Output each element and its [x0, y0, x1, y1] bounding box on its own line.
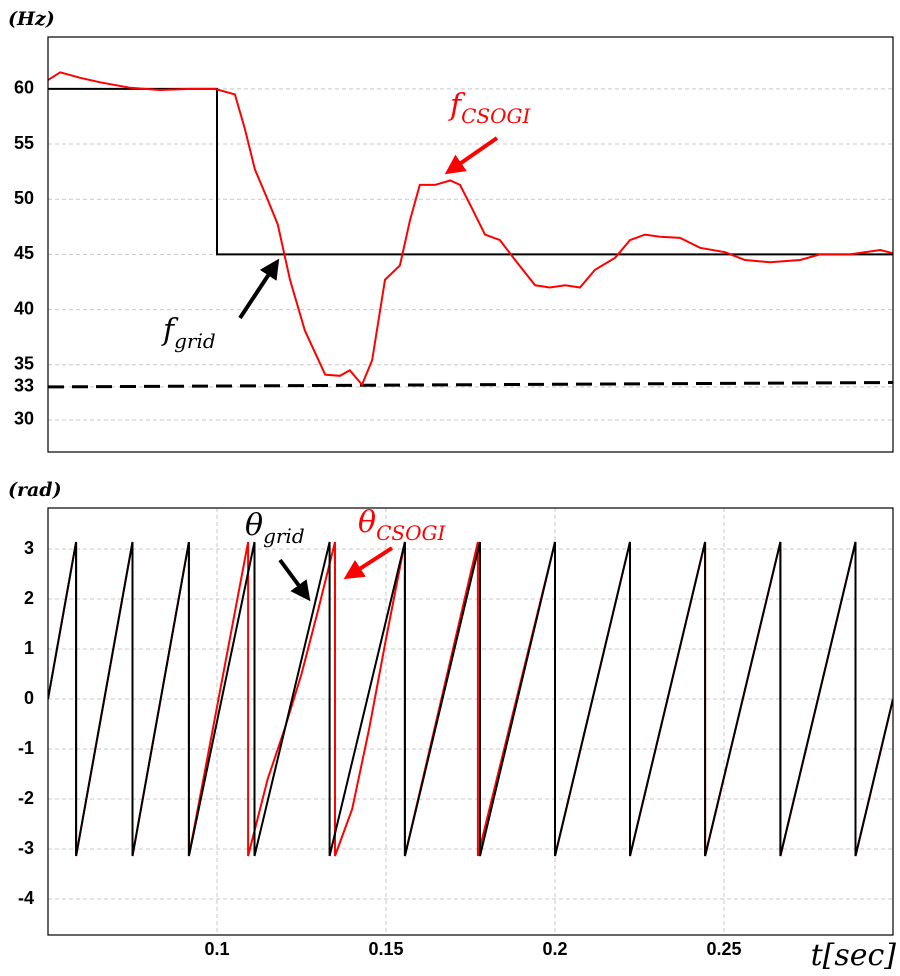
y-tick-label: -2: [18, 788, 34, 808]
annotation-subscript: grid: [174, 329, 216, 353]
x-tick-label: 0.2: [542, 939, 567, 959]
x-tick-label: 0.15: [368, 939, 403, 959]
annotation-arrow: [238, 258, 280, 320]
y-axis-unit: (rad): [8, 479, 62, 501]
x-tick-label: 0.1: [204, 939, 229, 959]
annotation: fgrid: [161, 313, 216, 353]
plot-frame: [47, 507, 894, 936]
y-tick-label: 33: [14, 376, 34, 396]
y-axis-unit: (Hz): [8, 8, 55, 30]
x-axis-label: t[sec]: [811, 938, 897, 973]
x-tick-label: 0.25: [706, 939, 741, 959]
y-tick-label: 30: [14, 409, 34, 429]
y-tick-label: 3: [24, 538, 34, 558]
y-tick-label: 45: [14, 243, 34, 263]
y-tick-label: 2: [24, 588, 34, 608]
y-tick-label: 35: [14, 354, 34, 374]
y-tick-label: -1: [18, 738, 34, 758]
annotation-arrow: [444, 136, 499, 175]
annotation-symbol: θ: [358, 505, 376, 540]
annotation-subscript: CSOGI: [461, 104, 531, 128]
y-tick-label: 40: [14, 298, 34, 318]
annotation-subscript: grid: [263, 524, 305, 548]
y-tick-label: 55: [14, 133, 34, 153]
y-tick-label: -3: [18, 838, 34, 858]
annotation: θgrid: [245, 508, 305, 548]
series-line: [48, 381, 893, 389]
y-tick-label: 0: [24, 688, 34, 708]
y-tick-label: 60: [14, 78, 34, 98]
plot-frame: [47, 36, 894, 453]
y-tick-label: -4: [18, 888, 34, 908]
annotation: θCSOGI: [358, 505, 446, 545]
annotation-subscript: CSOGI: [376, 521, 446, 545]
y-tick-label: 1: [24, 638, 34, 658]
series-line: [48, 541, 893, 857]
y-tick-label: 50: [14, 188, 34, 208]
annotation-symbol: θ: [245, 508, 263, 543]
annotation-arrow: [343, 546, 394, 580]
series-line: [48, 71, 893, 387]
annotation: fCSOGI: [448, 88, 531, 128]
annotation-arrow: [278, 558, 311, 602]
